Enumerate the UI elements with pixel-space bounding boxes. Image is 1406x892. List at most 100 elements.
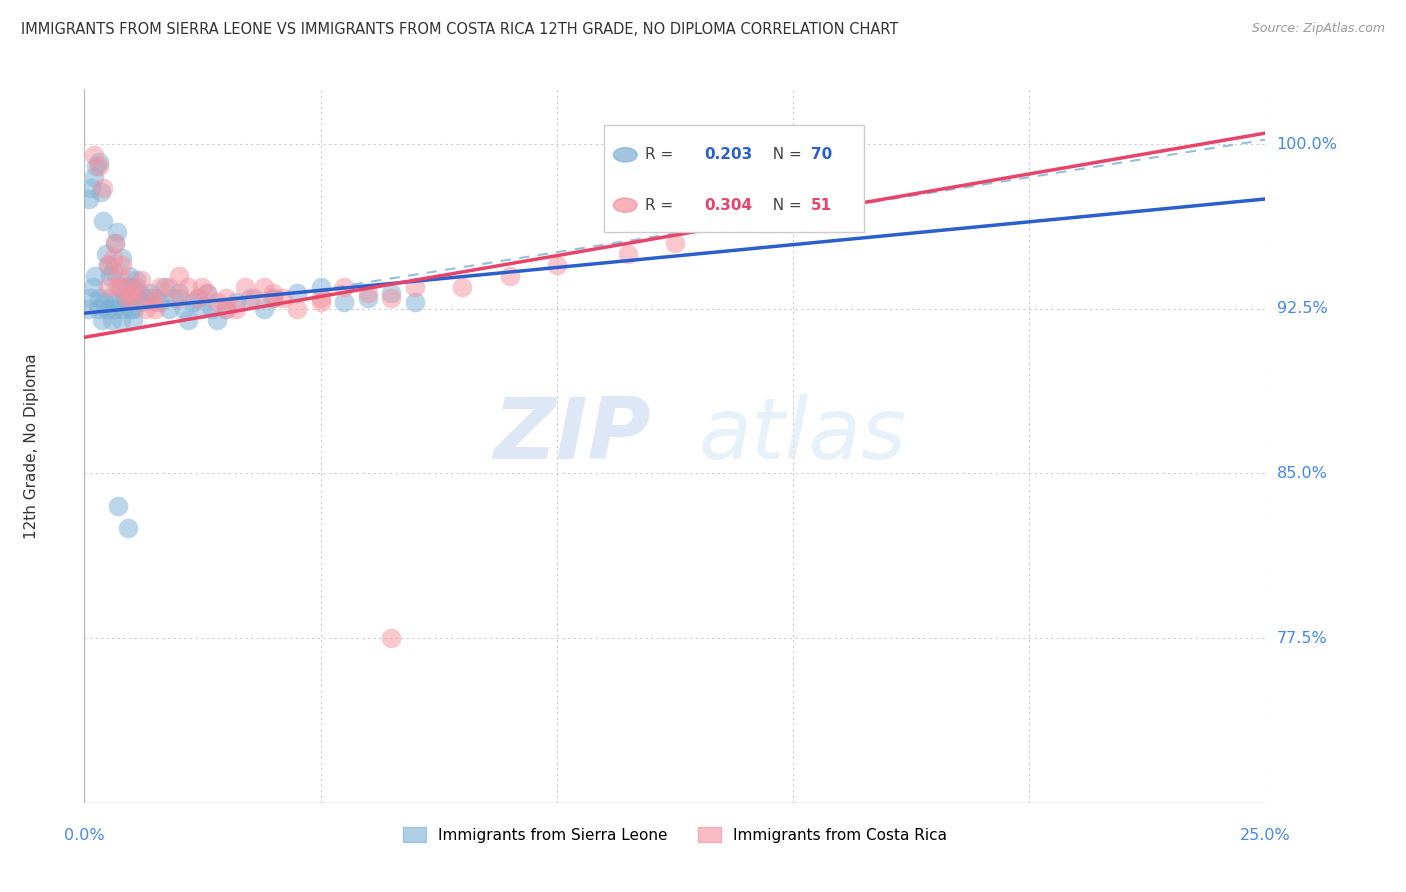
Text: ZIP: ZIP <box>494 393 651 476</box>
Text: 100.0%: 100.0% <box>1277 136 1337 152</box>
Point <box>309 280 332 294</box>
Point <box>121 291 143 305</box>
Point <box>309 295 332 310</box>
Point <box>108 268 131 283</box>
Point <box>167 291 190 305</box>
Point <box>83 148 105 162</box>
Point <box>83 169 105 184</box>
Point <box>91 214 114 228</box>
Point <box>451 280 474 294</box>
Point <box>357 286 380 301</box>
Point <box>120 301 142 316</box>
Point <box>103 301 125 316</box>
Point <box>108 280 131 294</box>
Point <box>107 280 129 294</box>
Point <box>201 301 224 316</box>
Point <box>143 301 166 316</box>
Point <box>107 225 129 239</box>
Point <box>498 268 520 283</box>
Point <box>167 268 190 283</box>
Point <box>285 301 308 316</box>
Text: IMMIGRANTS FROM SIERRA LEONE VS IMMIGRANTS FROM COSTA RICA 12TH GRADE, NO DIPLOM: IMMIGRANTS FROM SIERRA LEONE VS IMMIGRAN… <box>21 22 898 37</box>
Point <box>97 258 120 272</box>
Point <box>215 301 238 316</box>
Point <box>86 301 108 316</box>
Point <box>664 235 686 250</box>
Point <box>167 286 190 301</box>
Point <box>191 280 214 294</box>
Point <box>380 286 402 301</box>
Point <box>80 181 103 195</box>
Point <box>215 301 238 316</box>
Point <box>191 301 214 316</box>
Point <box>404 280 426 294</box>
Text: 0.0%: 0.0% <box>65 828 104 843</box>
Text: 12th Grade, No Diploma: 12th Grade, No Diploma <box>24 353 39 539</box>
Point <box>163 291 186 305</box>
Point <box>253 280 276 294</box>
Point <box>105 295 128 310</box>
Point <box>98 268 121 283</box>
Circle shape <box>613 198 637 212</box>
Text: N =: N = <box>763 147 807 162</box>
Point <box>97 291 120 305</box>
Point <box>187 291 209 305</box>
Point <box>112 301 135 316</box>
Point <box>100 312 122 326</box>
Point <box>115 291 138 305</box>
Point <box>125 273 148 287</box>
Point <box>93 295 115 310</box>
Point <box>97 280 120 294</box>
Point <box>205 312 228 326</box>
Point <box>262 291 284 305</box>
Point <box>205 295 228 310</box>
Point <box>83 268 105 283</box>
Point <box>157 280 180 294</box>
Point <box>139 286 162 301</box>
Point <box>143 291 166 305</box>
Point <box>271 291 294 305</box>
Point <box>149 280 172 294</box>
Circle shape <box>613 148 637 162</box>
Point <box>94 247 117 261</box>
Point <box>380 631 402 645</box>
Text: R =: R = <box>645 147 679 162</box>
Point <box>177 312 200 326</box>
Point <box>243 291 266 305</box>
Point <box>129 295 152 310</box>
Point <box>239 291 262 305</box>
Point <box>84 159 107 173</box>
Text: 85.0%: 85.0% <box>1277 466 1327 481</box>
Point <box>87 159 110 173</box>
Text: 92.5%: 92.5% <box>1277 301 1327 317</box>
Point <box>215 291 238 305</box>
Point <box>104 235 127 250</box>
Text: 25.0%: 25.0% <box>1240 828 1291 843</box>
Point <box>117 521 139 535</box>
Point <box>135 291 157 305</box>
Point <box>285 286 308 301</box>
Point <box>195 286 218 301</box>
Text: atlas: atlas <box>699 393 907 476</box>
Point <box>121 286 143 301</box>
Point <box>77 192 100 206</box>
Point <box>253 301 276 316</box>
Point <box>195 286 218 301</box>
Point <box>121 312 143 326</box>
Point <box>122 301 145 316</box>
Text: R =: R = <box>645 198 679 212</box>
Point <box>262 291 284 305</box>
Point <box>143 295 166 310</box>
Point <box>187 291 209 305</box>
Point <box>129 273 152 287</box>
Point <box>111 280 134 294</box>
Point <box>233 280 256 294</box>
Point <box>616 247 638 261</box>
Point <box>91 181 114 195</box>
Point <box>115 280 138 294</box>
FancyBboxPatch shape <box>605 125 863 232</box>
Point <box>101 264 124 278</box>
Point <box>118 268 141 283</box>
Point <box>121 280 143 294</box>
Point <box>77 301 100 316</box>
